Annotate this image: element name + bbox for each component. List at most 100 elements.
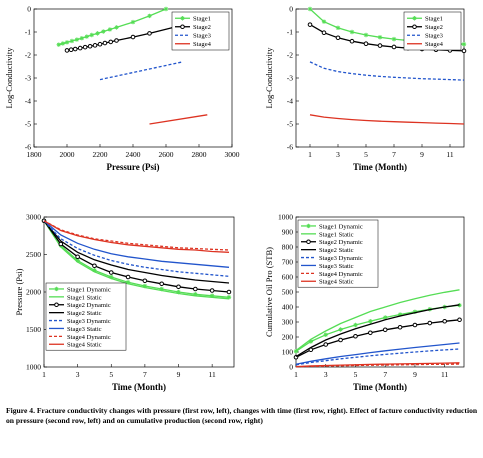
y-tick-label: -1 — [287, 28, 293, 37]
x-tick-label: 3000 — [225, 150, 240, 159]
data-point — [147, 13, 152, 19]
data-point — [193, 292, 198, 297]
data-point — [397, 324, 403, 330]
data-point — [391, 36, 397, 42]
chart-4: 1 3 5 7 9 11 0 100 200 300 400 500 600 700 800 900 1000 T… — [264, 213, 465, 392]
data-point — [109, 274, 114, 280]
data-point — [101, 29, 106, 34]
legend-label: Stage4 Dynamic — [319, 271, 363, 278]
data-point — [97, 41, 103, 47]
data-point — [226, 295, 232, 300]
data-point — [114, 38, 119, 43]
data-point — [159, 281, 164, 287]
x-tick-label: 11 — [209, 370, 216, 379]
x-tick-label: 5 — [364, 150, 368, 159]
data-point — [383, 315, 388, 320]
data-point — [92, 263, 97, 269]
data-point — [353, 322, 358, 328]
legend-label: Stage1 Dynamic — [67, 286, 111, 293]
y-tick-label: -5 — [287, 120, 293, 129]
y-tick-label: 400 — [282, 303, 294, 312]
legend-label: Stage1 — [425, 16, 443, 23]
legend-marker — [412, 24, 417, 30]
legend-label: Stage2 Dynamic — [319, 239, 363, 246]
data-point — [159, 286, 164, 292]
y-tick-label: 300 — [282, 318, 294, 327]
legend-label: Stage1 Static — [67, 294, 102, 301]
x-axis-label: Pressure (Psi) — [107, 162, 160, 172]
data-point — [377, 43, 383, 48]
series-line — [295, 319, 460, 358]
data-point — [95, 31, 100, 36]
data-point — [442, 318, 447, 324]
series-line — [43, 220, 230, 251]
data-point — [461, 48, 467, 54]
data-point — [308, 339, 314, 344]
legend-marker — [180, 16, 185, 21]
legend-label: Stage3 Static — [67, 326, 102, 333]
legend-label: Stage2 Static — [67, 310, 102, 317]
y-axis-label: Pressure (Psi) — [14, 268, 24, 315]
data-point — [457, 317, 462, 323]
y-tick-label: 200 — [282, 333, 294, 342]
data-point — [89, 32, 94, 38]
data-point — [368, 319, 373, 324]
data-point — [209, 288, 215, 293]
data-point — [56, 42, 61, 47]
data-point — [92, 268, 97, 273]
series-line — [99, 61, 183, 81]
data-point — [307, 22, 313, 27]
data-point — [382, 327, 388, 333]
chart-1: 1800 2000 2200 2400 2600 2800 3000 0 -1 -2 -3 -4 -5 -… — [4, 5, 240, 172]
x-axis-label: Time (Month) — [353, 382, 407, 392]
data-point — [335, 35, 341, 41]
legend-label: Stage4 — [425, 41, 444, 48]
series-line — [43, 220, 230, 293]
data-point — [82, 44, 88, 50]
legend-marker — [306, 223, 311, 229]
series-line — [295, 289, 460, 352]
legend-label: Stage3 — [193, 33, 212, 40]
legend-label: Stage3 Dynamic — [67, 318, 111, 325]
x-tick-label: 1 — [308, 150, 312, 159]
data-point — [74, 37, 80, 42]
data-point — [427, 320, 433, 326]
data-point — [130, 34, 136, 40]
data-point — [107, 27, 113, 32]
data-point — [397, 312, 403, 317]
x-axis-label: Time (Month) — [112, 382, 166, 392]
data-point — [84, 34, 89, 39]
data-point — [92, 43, 98, 48]
legend-label: Stage4 Static — [67, 342, 102, 349]
legend-marker — [306, 239, 311, 245]
data-point — [69, 38, 75, 44]
series-line — [309, 61, 465, 81]
legend-marker — [54, 286, 59, 292]
legend-label: Stage2 Static — [319, 247, 354, 254]
data-point — [68, 47, 74, 53]
legend-label: Stage1 Dynamic — [319, 223, 363, 230]
y-tick-label: 2000 — [26, 288, 41, 297]
data-point — [125, 274, 131, 280]
x-tick-label: 5 — [109, 370, 113, 379]
x-tick-label: 7 — [143, 370, 147, 379]
legend-label: Stage2 — [425, 24, 443, 31]
y-tick-label: 700 — [282, 258, 294, 267]
x-tick-label: 11 — [446, 150, 453, 159]
y-tick-label: 600 — [282, 273, 294, 282]
data-point — [114, 25, 119, 30]
data-point — [377, 35, 383, 40]
data-point — [60, 41, 66, 46]
x-tick-label: 3 — [76, 370, 80, 379]
data-point — [72, 46, 78, 52]
legend-label: Stage4 Static — [319, 279, 354, 286]
y-tick-label: -3 — [287, 74, 293, 83]
data-point — [87, 43, 93, 49]
legend-label: Stage4 Dynamic — [67, 334, 111, 341]
series-line — [43, 220, 230, 268]
y-axis-label: Log-Conductivity — [264, 47, 274, 109]
data-point — [75, 258, 80, 263]
legend-label: Stage2 — [193, 24, 211, 31]
